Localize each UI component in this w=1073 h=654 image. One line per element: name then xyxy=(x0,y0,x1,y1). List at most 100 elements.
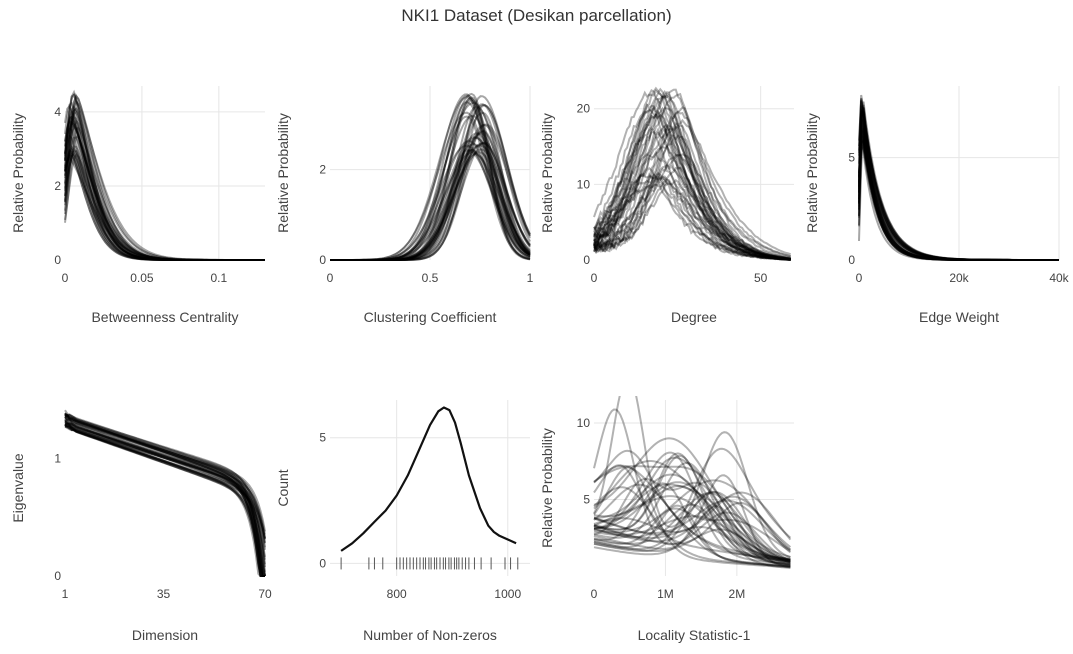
series-line xyxy=(64,414,266,543)
series-line xyxy=(64,109,265,261)
series-line xyxy=(593,482,791,567)
series-line xyxy=(64,420,266,535)
series-line xyxy=(330,97,531,261)
series-line xyxy=(858,112,1059,261)
series-line xyxy=(593,92,791,261)
series-line xyxy=(593,451,791,565)
series-line xyxy=(858,141,1059,261)
series-line xyxy=(64,136,265,261)
series-line xyxy=(64,424,266,544)
x-axis-title: Locality Statistic-1 xyxy=(638,627,751,643)
series-line xyxy=(593,465,791,562)
x-tick-label: 800 xyxy=(387,587,407,601)
x-tick-label: 20k xyxy=(949,271,969,285)
series-line xyxy=(330,136,531,261)
x-tick-label: 50 xyxy=(754,271,768,285)
series-line xyxy=(593,107,791,261)
series-line xyxy=(593,456,791,561)
series-line xyxy=(858,146,1059,261)
x-tick-label: 35 xyxy=(157,587,171,601)
series-line xyxy=(330,94,531,261)
series-line xyxy=(593,178,791,260)
y-tick-label: 4 xyxy=(54,105,61,119)
series-line xyxy=(64,115,265,261)
series-line xyxy=(330,101,531,261)
series-line xyxy=(593,491,792,541)
series-line xyxy=(593,483,791,568)
series-line xyxy=(64,118,265,261)
series-line xyxy=(593,124,791,261)
x-tick-label: 1 xyxy=(527,271,534,285)
series-line xyxy=(330,129,531,261)
series-line xyxy=(330,105,531,261)
y-tick-label: 0 xyxy=(54,253,61,267)
x-tick-label: 70 xyxy=(258,587,272,601)
series-line xyxy=(593,474,791,569)
series-line xyxy=(64,421,265,577)
series-line xyxy=(593,118,791,258)
series-line xyxy=(858,100,1059,261)
series-line xyxy=(64,419,266,560)
series-line xyxy=(593,178,791,261)
series-line xyxy=(64,416,265,577)
series-line xyxy=(64,418,266,568)
panel-degree: 0 50 0 10 20 Degree Relative Probability xyxy=(539,86,794,325)
series-line xyxy=(64,413,265,577)
series-line xyxy=(64,134,265,261)
series-line xyxy=(64,413,265,577)
series-line xyxy=(64,156,265,261)
series-line xyxy=(858,107,1059,261)
series-line xyxy=(593,164,791,260)
series-line xyxy=(330,148,531,261)
series-line xyxy=(593,125,791,261)
series-line xyxy=(858,98,1059,261)
y-tick-label: 5 xyxy=(319,431,326,445)
series-line xyxy=(858,135,1059,261)
series-line xyxy=(64,120,265,261)
series-line xyxy=(64,413,265,577)
x-axis-title: Number of Non-zeros xyxy=(363,627,497,643)
series-line xyxy=(858,111,1059,261)
series-line xyxy=(64,420,266,548)
y-axis-title: Relative Probability xyxy=(10,113,26,233)
series-line xyxy=(330,95,531,261)
y-axis-title: Relative Probability xyxy=(539,428,555,548)
y-axis-title: Count xyxy=(275,469,291,506)
series-line xyxy=(64,105,265,261)
series-line xyxy=(593,87,791,260)
series-line xyxy=(593,171,791,261)
series-line xyxy=(64,98,265,261)
x-tick-label: 1000 xyxy=(494,587,521,601)
x-axis-title: Dimension xyxy=(132,627,198,643)
series-line xyxy=(64,107,265,261)
series-line xyxy=(330,144,531,261)
x-tick-label: 1M xyxy=(657,587,674,601)
series-line xyxy=(858,118,1059,261)
series-line xyxy=(593,528,791,566)
series-line xyxy=(593,490,791,568)
series-line xyxy=(64,422,265,577)
series-line xyxy=(858,120,1059,261)
y-axis-title: Relative Probability xyxy=(804,113,820,233)
series-line xyxy=(858,139,1059,261)
series-line xyxy=(858,108,1059,261)
series-line xyxy=(593,499,791,551)
figure-title: NKI1 Dataset (Desikan parcellation) xyxy=(401,6,672,25)
series-line xyxy=(64,89,265,261)
x-tick-label: 0 xyxy=(591,587,598,601)
series-line xyxy=(330,136,531,261)
series-line xyxy=(593,145,791,261)
y-axis-title: Relative Probability xyxy=(539,113,555,233)
series-line xyxy=(593,515,791,563)
panel-nonzeros: 800 1000 0 5 Number of Non-zeros Count xyxy=(275,400,530,643)
series-line xyxy=(593,108,791,261)
series-line xyxy=(330,151,531,261)
series-line xyxy=(858,138,1059,261)
series-line xyxy=(593,126,791,260)
y-tick-label: 10 xyxy=(577,177,591,191)
series-line xyxy=(593,452,791,561)
panel-clustering: 0 0.5 1 0 2 Clustering Coefficient Relative Pr… xyxy=(275,86,534,325)
series-line xyxy=(340,406,517,552)
series-line xyxy=(858,117,1059,261)
